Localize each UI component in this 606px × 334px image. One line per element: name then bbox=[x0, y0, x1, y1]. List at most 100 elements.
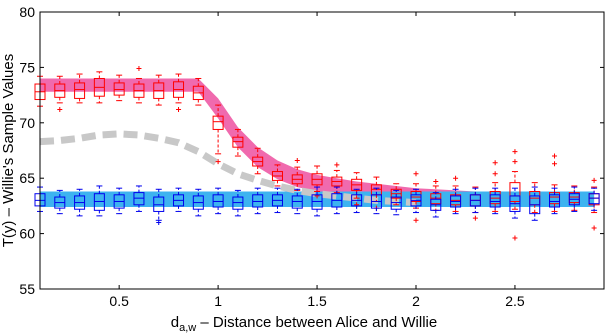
x-axis-label: da,w – Distance between Alice and Willie bbox=[171, 314, 437, 334]
box-0-3 bbox=[93, 71, 105, 104]
box-0-24 bbox=[509, 149, 521, 241]
y-axis-label: T(y) – Willie's Sample Values bbox=[0, 54, 17, 247]
box-iqr bbox=[291, 195, 303, 209]
box-iqr bbox=[232, 196, 244, 210]
dashed-curve bbox=[39, 130, 417, 207]
box-1-12 bbox=[271, 187, 283, 214]
box-1-26 bbox=[549, 187, 561, 215]
box-0-4 bbox=[113, 74, 125, 102]
box-iqr bbox=[74, 82, 86, 99]
x-tick-label: 1.5 bbox=[307, 293, 327, 309]
box-1-24 bbox=[509, 187, 521, 219]
box-1-20 bbox=[430, 192, 442, 218]
outlier-2 bbox=[512, 235, 518, 241]
box-iqr bbox=[489, 194, 501, 208]
outlier-0 bbox=[492, 171, 498, 177]
box-0-2 bbox=[74, 73, 86, 104]
box-iqr bbox=[153, 196, 165, 212]
box-iqr bbox=[588, 193, 600, 205]
box-0-9 bbox=[212, 104, 224, 165]
box-iqr bbox=[390, 196, 402, 210]
outlier-1 bbox=[512, 149, 518, 155]
x-axis-label-subscript: a,w bbox=[179, 322, 196, 334]
box-0-12 bbox=[271, 164, 283, 187]
outlier-0 bbox=[156, 220, 162, 226]
box-0-10 bbox=[232, 128, 244, 157]
outlier-0 bbox=[591, 225, 597, 231]
box-1-6 bbox=[153, 188, 165, 226]
x-tick-label: 1 bbox=[214, 293, 222, 309]
box-1-16 bbox=[351, 188, 363, 214]
y-tick-label: 75 bbox=[19, 59, 35, 75]
box-1-27 bbox=[568, 186, 580, 212]
outlier-1 bbox=[591, 177, 597, 183]
box-0-1 bbox=[54, 75, 66, 113]
box-iqr bbox=[252, 194, 264, 208]
box-1-9 bbox=[212, 187, 224, 215]
box-1-11 bbox=[252, 187, 264, 215]
y-tick-label: 70 bbox=[19, 115, 35, 131]
box-1-23 bbox=[489, 187, 501, 215]
box-1-2 bbox=[74, 188, 86, 217]
x-tick-label: 2.5 bbox=[505, 293, 525, 309]
box-1-7 bbox=[173, 187, 185, 212]
box-0-18 bbox=[390, 183, 402, 206]
box-1-4 bbox=[113, 187, 125, 215]
y-tick-label: 65 bbox=[19, 170, 35, 186]
outlier-0 bbox=[552, 161, 558, 167]
boxes-layer bbox=[34, 66, 600, 241]
box-1-3 bbox=[93, 185, 105, 217]
band-0 bbox=[40, 78, 595, 206]
x-axis-label-rest: – Distance between Alice and Willie bbox=[196, 314, 437, 331]
box-iqr bbox=[212, 115, 224, 130]
y-tick-label: 60 bbox=[19, 226, 35, 242]
box-1-25 bbox=[529, 186, 541, 221]
box-1-21 bbox=[450, 188, 462, 215]
box-1-19 bbox=[410, 188, 422, 214]
box-1-17 bbox=[370, 187, 382, 215]
outlier-0 bbox=[433, 179, 439, 185]
box-1-1 bbox=[54, 189, 66, 215]
y-tick-label: 55 bbox=[19, 281, 35, 297]
box-1-28 bbox=[588, 187, 600, 211]
box-0-6 bbox=[153, 74, 165, 106]
box-0-14 bbox=[311, 165, 323, 199]
outlier-0 bbox=[294, 157, 300, 163]
box-1-15 bbox=[331, 186, 343, 215]
box-iqr bbox=[133, 192, 145, 206]
outlier-0 bbox=[512, 159, 518, 165]
dashed-layer bbox=[39, 130, 417, 207]
outlier-0 bbox=[413, 171, 419, 177]
box-1-14 bbox=[311, 186, 323, 217]
outlier-1 bbox=[413, 217, 419, 223]
outlier-0 bbox=[334, 162, 340, 168]
y-tick-label: 80 bbox=[19, 4, 35, 20]
outlier-0 bbox=[215, 159, 221, 165]
box-0-19 bbox=[410, 171, 422, 223]
box-iqr bbox=[212, 194, 224, 208]
box-iqr bbox=[232, 136, 244, 148]
outlier-0 bbox=[57, 107, 63, 113]
box-0-5 bbox=[133, 66, 145, 104]
outlier-0 bbox=[176, 107, 182, 113]
box-1-22 bbox=[469, 187, 481, 214]
outlier-0 bbox=[472, 215, 478, 221]
box-0-16 bbox=[351, 172, 363, 208]
box-1-13 bbox=[291, 188, 303, 215]
box-0-7 bbox=[173, 73, 185, 113]
box-1-5 bbox=[133, 185, 145, 212]
box-iqr bbox=[311, 194, 323, 210]
outlier-1 bbox=[492, 160, 498, 166]
box-0-23 bbox=[489, 160, 501, 212]
box-1-8 bbox=[192, 188, 204, 217]
box-iqr bbox=[93, 193, 105, 211]
box-0-11 bbox=[252, 147, 264, 175]
outlier-0 bbox=[453, 175, 459, 181]
outlier-1 bbox=[552, 153, 558, 159]
x-tick-label: 0.5 bbox=[109, 293, 129, 309]
x-tick-label: 2 bbox=[412, 293, 420, 309]
x-axis-label-main: d bbox=[171, 314, 179, 331]
ticks-layer: 0.5 1 1.5 2 2.5 55 60 65 70 75 80 bbox=[19, 4, 604, 309]
outlier-0 bbox=[136, 66, 142, 72]
